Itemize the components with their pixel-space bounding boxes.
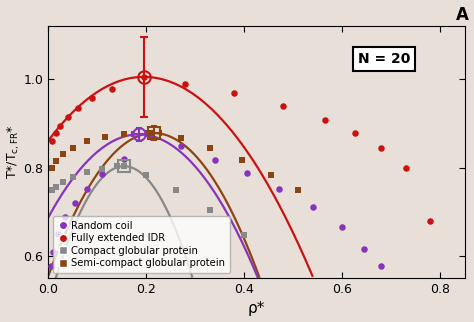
Point — [402, 165, 410, 170]
Point — [101, 134, 109, 139]
Point — [59, 152, 67, 157]
Point — [294, 188, 302, 193]
Point — [147, 134, 155, 139]
Point — [238, 157, 246, 162]
Point — [140, 74, 147, 80]
Point — [48, 138, 56, 144]
Text: N = 20: N = 20 — [358, 52, 410, 66]
Point — [113, 164, 120, 169]
Point — [182, 81, 189, 86]
Point — [321, 117, 329, 122]
Point — [52, 184, 59, 189]
Point — [351, 130, 358, 136]
Point — [57, 123, 64, 128]
Point — [52, 131, 59, 136]
Point — [98, 172, 106, 177]
Point — [211, 157, 219, 162]
Point — [120, 164, 128, 169]
Point — [83, 186, 91, 191]
Point — [47, 263, 55, 268]
Point — [206, 207, 214, 212]
Legend: Random coil, Fully extended IDR, Compact globular protein, Semi-compact globular: Random coil, Fully extended IDR, Compact… — [53, 215, 230, 273]
Point — [147, 130, 155, 136]
Point — [231, 91, 238, 96]
Point — [64, 114, 72, 119]
Point — [338, 225, 346, 230]
Point — [427, 218, 434, 223]
Point — [172, 187, 180, 192]
Point — [69, 175, 76, 180]
Point — [69, 145, 76, 150]
Point — [89, 96, 96, 101]
Point — [275, 186, 283, 191]
Point — [243, 170, 250, 175]
Point — [120, 156, 128, 161]
Point — [378, 146, 385, 151]
Point — [83, 170, 91, 175]
Point — [206, 145, 214, 150]
Point — [48, 165, 56, 170]
Point — [142, 173, 150, 178]
Point — [378, 263, 385, 268]
Point — [120, 131, 128, 137]
Point — [54, 231, 62, 236]
Point — [62, 214, 69, 220]
Point — [74, 105, 82, 110]
Point — [48, 188, 56, 193]
Point — [361, 247, 368, 252]
Point — [267, 172, 275, 177]
Point — [72, 200, 79, 205]
Text: A: A — [456, 5, 469, 24]
Y-axis label: T*/T$_\mathregular{c,FR}$*: T*/T$_\mathregular{c,FR}$* — [6, 125, 22, 179]
Point — [240, 232, 248, 237]
Point — [108, 86, 116, 91]
Point — [309, 205, 317, 210]
Point — [177, 136, 184, 141]
Point — [83, 138, 91, 144]
Point — [177, 144, 184, 149]
Point — [59, 179, 67, 184]
X-axis label: ρ*: ρ* — [248, 301, 265, 317]
Point — [280, 103, 287, 108]
Point — [49, 249, 57, 254]
Point — [52, 158, 59, 164]
Point — [98, 166, 106, 171]
